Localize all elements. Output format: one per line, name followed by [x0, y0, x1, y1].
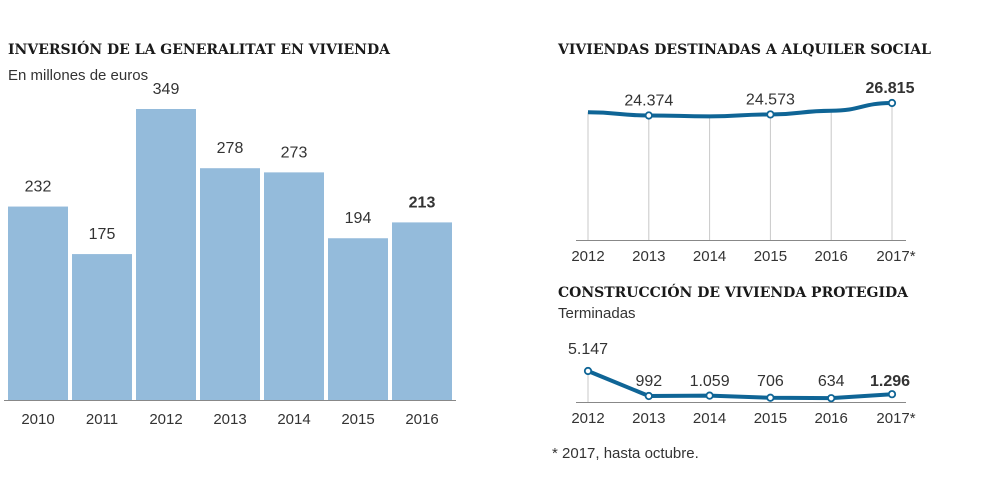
point-label-2013: 992 — [635, 373, 662, 390]
x-tick-2012: 2012 — [149, 411, 182, 428]
point-label-2012: 5.147 — [568, 341, 608, 358]
point-label-2015: 24.573 — [746, 91, 795, 108]
bar-label-2010: 232 — [25, 179, 52, 196]
bar-chart-title: INVERSIÓN DE LA GENERALITAT EN VIVIENDA — [8, 40, 391, 58]
x-tick-2017*: 2017* — [876, 248, 915, 265]
point-label-2016: 634 — [818, 373, 845, 390]
bar-label-2011: 175 — [89, 226, 116, 243]
point-label-2015: 706 — [757, 373, 784, 390]
x-tick-2012: 2012 — [571, 410, 604, 427]
bar-2010 — [8, 206, 68, 400]
bar-2011 — [72, 254, 132, 400]
protected-chart-title: CONSTRUCCIÓN DE VIVIENDA PROTEGIDA — [558, 283, 909, 301]
footnote: * 2017, hasta octubre. — [552, 445, 699, 462]
rental-line-chart: 2012 24.374 2013 2014 24.573 2015 2016 26.815 20… — [571, 80, 915, 265]
bar-chart: 232 2010 175 2011 349 2012 278 2013 273 2014 194 20… — [4, 81, 456, 428]
x-tick-2016: 2016 — [405, 411, 438, 428]
point-label-2017*: 1.296 — [870, 373, 910, 390]
bar-label-2013: 278 — [217, 140, 244, 157]
point-2013 — [644, 111, 653, 120]
x-tick-2011: 2011 — [86, 411, 118, 428]
bar-2013 — [200, 168, 260, 400]
bar-2016 — [392, 222, 452, 400]
protected-chart-subtitle: Terminadas — [558, 305, 636, 322]
point-label-2014: 1.059 — [690, 373, 730, 390]
x-tick-2012: 2012 — [571, 248, 604, 265]
series-line — [587, 369, 893, 401]
bar-2014 — [264, 172, 324, 400]
point-2013 — [644, 391, 653, 401]
point-2014 — [705, 391, 714, 400]
point-2015 — [766, 110, 775, 119]
x-tick-2015: 2015 — [341, 411, 374, 428]
point-2015 — [766, 393, 775, 402]
x-tick-2013: 2013 — [213, 411, 246, 428]
point-2017* — [887, 98, 897, 108]
point-label-2013: 24.374 — [624, 92, 673, 109]
bar-label-2015: 194 — [345, 210, 372, 227]
protected-line-chart: 5.147 2012 992 2013 1.059 2014 706 2015 634 2016 1… — [568, 341, 916, 427]
x-tick-2014: 2014 — [277, 411, 310, 428]
point-2017* — [887, 390, 897, 399]
x-tick-2016: 2016 — [815, 410, 848, 427]
x-tick-2014: 2014 — [693, 410, 726, 427]
bar-label-2016: 213 — [409, 194, 436, 211]
x-tick-2017*: 2017* — [876, 410, 915, 427]
bar-2012 — [136, 109, 196, 400]
x-tick-2010: 2010 — [21, 411, 54, 428]
x-tick-2013: 2013 — [632, 248, 665, 265]
point-2012 — [583, 366, 593, 376]
point-2016 — [827, 394, 836, 403]
bar-chart-subtitle: En millones de euros — [8, 67, 148, 84]
point-label-2017*: 26.815 — [866, 80, 915, 97]
x-tick-2015: 2015 — [754, 410, 787, 427]
x-tick-2016: 2016 — [815, 248, 848, 265]
rental-chart-title: VIVIENDAS DESTINADAS A ALQUILER SOCIAL — [557, 42, 931, 58]
bar-label-2014: 273 — [281, 144, 308, 161]
x-tick-2013: 2013 — [632, 410, 665, 427]
x-tick-2014: 2014 — [693, 248, 726, 265]
x-tick-2015: 2015 — [754, 248, 787, 265]
bar-label-2012: 349 — [153, 81, 180, 98]
bar-2015 — [328, 238, 388, 400]
